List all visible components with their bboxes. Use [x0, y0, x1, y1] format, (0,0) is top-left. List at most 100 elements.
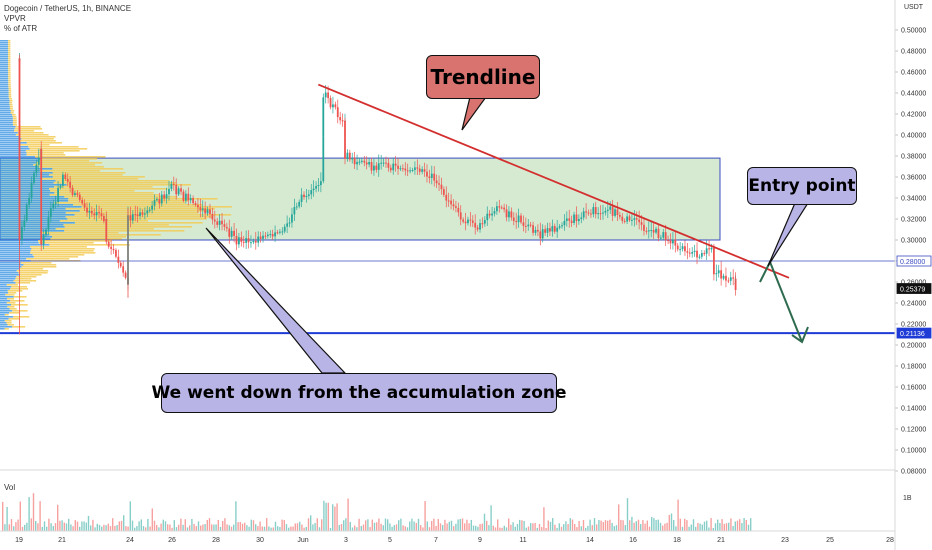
candle[interactable] — [165, 187, 168, 204]
candle[interactable] — [618, 211, 621, 220]
candle[interactable] — [667, 235, 669, 245]
candle[interactable] — [457, 202, 460, 217]
candle[interactable] — [587, 209, 590, 216]
candle[interactable] — [286, 215, 289, 233]
candle[interactable] — [464, 212, 467, 231]
candle[interactable] — [90, 206, 93, 218]
candle[interactable] — [725, 267, 727, 288]
candle[interactable] — [74, 190, 76, 198]
candle[interactable] — [62, 171, 64, 189]
candle[interactable] — [734, 275, 737, 296]
price-badge[interactable]: 0.21136 — [896, 327, 932, 339]
candle[interactable] — [57, 181, 59, 208]
candle[interactable] — [262, 231, 264, 243]
candle[interactable] — [107, 239, 110, 249]
candle[interactable] — [447, 192, 450, 207]
candle[interactable] — [633, 209, 636, 227]
candle[interactable] — [158, 192, 161, 209]
candle[interactable] — [358, 157, 361, 166]
candle[interactable] — [491, 206, 493, 221]
candle[interactable] — [659, 234, 662, 241]
candle[interactable] — [652, 222, 655, 239]
candle[interactable] — [597, 207, 600, 219]
candle[interactable] — [380, 154, 383, 170]
candle[interactable] — [505, 204, 508, 222]
candle[interactable] — [197, 198, 199, 213]
candle[interactable] — [64, 172, 67, 181]
candle[interactable] — [170, 180, 173, 192]
candle[interactable] — [522, 215, 525, 232]
candle[interactable] — [573, 211, 575, 226]
candle[interactable] — [406, 163, 409, 177]
candle[interactable] — [635, 211, 638, 225]
candle[interactable] — [315, 181, 317, 193]
candle[interactable] — [553, 223, 556, 234]
candle[interactable] — [180, 184, 182, 195]
candle[interactable] — [252, 238, 255, 245]
candle[interactable] — [585, 203, 588, 220]
candle[interactable] — [672, 231, 674, 250]
candle[interactable] — [445, 186, 448, 208]
candle[interactable] — [512, 212, 515, 226]
candle[interactable] — [250, 235, 252, 248]
candle[interactable] — [655, 226, 657, 235]
candle[interactable] — [271, 229, 274, 240]
candle[interactable] — [688, 248, 691, 258]
candle[interactable] — [259, 231, 262, 243]
candle[interactable] — [322, 93, 325, 140]
candle[interactable] — [312, 180, 315, 197]
candle[interactable] — [211, 207, 214, 225]
candle[interactable] — [577, 214, 580, 225]
candle[interactable] — [500, 205, 503, 210]
candle[interactable] — [450, 194, 452, 210]
candle[interactable] — [269, 230, 272, 238]
candle[interactable] — [549, 222, 551, 236]
candle[interactable] — [42, 229, 45, 250]
candle[interactable] — [389, 164, 392, 173]
candle[interactable] — [95, 204, 98, 222]
candle[interactable] — [264, 231, 267, 239]
candle[interactable] — [86, 202, 88, 217]
candle[interactable] — [496, 201, 498, 215]
candle[interactable] — [510, 207, 513, 221]
candle[interactable] — [546, 222, 549, 238]
candle[interactable] — [561, 222, 563, 229]
candle[interactable] — [245, 230, 248, 249]
candle[interactable] — [440, 177, 443, 195]
candle[interactable] — [218, 214, 221, 231]
candle[interactable] — [524, 217, 527, 233]
candle[interactable] — [370, 157, 373, 175]
candle[interactable] — [305, 188, 308, 203]
candle[interactable] — [604, 207, 607, 216]
candle[interactable] — [204, 201, 207, 220]
candle[interactable] — [105, 223, 108, 245]
candle[interactable] — [582, 207, 585, 221]
candle[interactable] — [662, 228, 665, 241]
candle[interactable] — [676, 243, 679, 252]
candle[interactable] — [83, 199, 86, 212]
candle[interactable] — [54, 195, 57, 209]
candle[interactable] — [47, 210, 50, 235]
candle[interactable] — [594, 201, 597, 219]
candle[interactable] — [122, 261, 125, 277]
candle[interactable] — [131, 210, 134, 224]
candle[interactable] — [377, 154, 380, 177]
candle[interactable] — [520, 213, 522, 225]
candle[interactable] — [71, 185, 74, 198]
candle[interactable] — [225, 222, 228, 232]
candle[interactable] — [602, 204, 604, 220]
candle[interactable] — [112, 244, 115, 254]
candle[interactable] — [40, 180, 43, 251]
candle[interactable] — [274, 225, 276, 242]
candle[interactable] — [732, 269, 735, 286]
candle[interactable] — [98, 205, 100, 219]
candle[interactable] — [621, 213, 624, 224]
candle[interactable] — [319, 172, 322, 193]
candle[interactable] — [411, 167, 414, 173]
legend-title[interactable]: Dogecoin / TetherUS, 1h, BINANCE — [4, 4, 132, 13]
candle[interactable] — [341, 113, 344, 127]
candle[interactable] — [664, 224, 667, 246]
candle[interactable] — [153, 194, 156, 211]
price-axis[interactable]: 1B 0.50000 0.48000 0.46000 0.44000 0.42000 0.4… — [895, 28, 932, 503]
candle[interactable] — [392, 158, 395, 175]
